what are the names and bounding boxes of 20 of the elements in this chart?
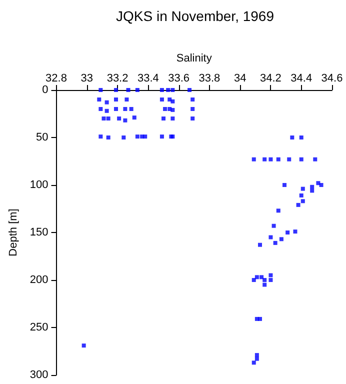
x-tick-label: 34.2 bbox=[260, 72, 282, 84]
y-tick-label: 250 bbox=[30, 322, 48, 334]
x-tick-label: 33.8 bbox=[198, 72, 220, 84]
x-tick-label: 33 bbox=[80, 72, 94, 84]
y-tick-label: 50 bbox=[36, 132, 48, 144]
y-tick-label: 0 bbox=[42, 84, 48, 96]
y-tick-label: 150 bbox=[30, 226, 48, 238]
y-tick-label: 100 bbox=[30, 179, 48, 191]
x-tick-label: 32.8 bbox=[46, 72, 67, 84]
x-tick-label: 34.6 bbox=[321, 72, 343, 84]
x-tick-label: 33.6 bbox=[168, 72, 190, 84]
y-tick-label: 300 bbox=[30, 369, 48, 381]
y-tick-label: 200 bbox=[30, 274, 48, 286]
chart-title: JQKS in November, 1969 bbox=[116, 8, 274, 24]
x-axis-title: Salinity bbox=[176, 52, 212, 64]
y-axis-title: Depth [m] bbox=[8, 208, 20, 256]
x-tick-label: 34 bbox=[234, 72, 246, 84]
x-tick-label: 33.2 bbox=[106, 72, 128, 84]
x-tick-label: 34.4 bbox=[290, 72, 312, 84]
x-tick-label: 33.4 bbox=[137, 72, 159, 84]
